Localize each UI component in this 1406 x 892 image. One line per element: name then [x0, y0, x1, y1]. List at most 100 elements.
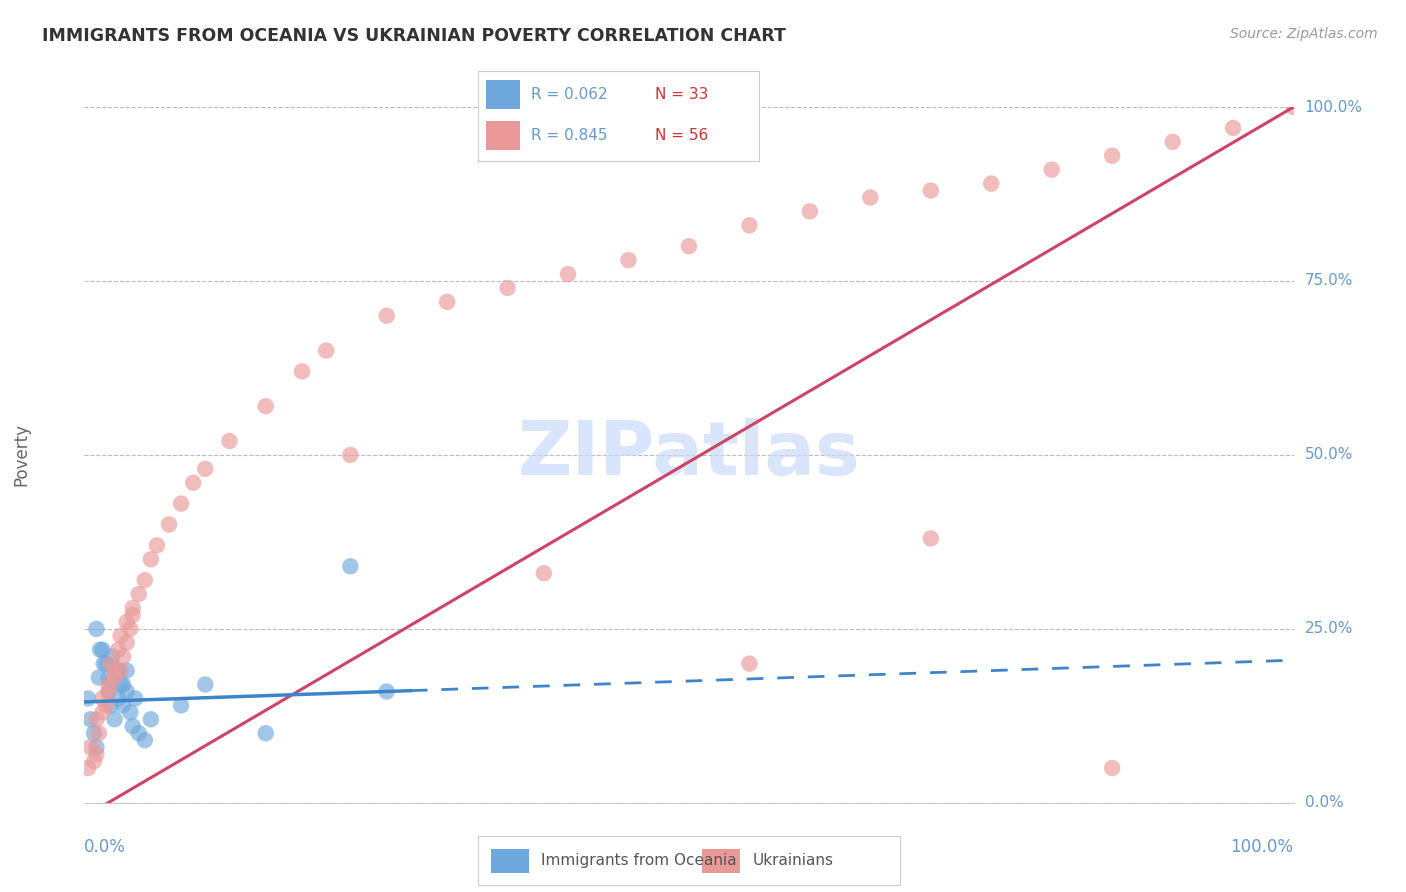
Text: 50.0%: 50.0%	[1305, 448, 1353, 462]
Point	[557, 267, 579, 281]
Point	[339, 559, 361, 574]
Text: N = 33: N = 33	[655, 87, 709, 102]
Text: R = 0.845: R = 0.845	[531, 128, 607, 143]
Text: 100.0%: 100.0%	[1230, 838, 1294, 855]
Point	[93, 657, 115, 671]
Point	[124, 691, 146, 706]
Point	[120, 622, 142, 636]
Point	[194, 677, 217, 691]
Point	[920, 184, 942, 198]
Point	[87, 671, 110, 685]
Point	[115, 636, 138, 650]
Text: Source: ZipAtlas.com: Source: ZipAtlas.com	[1230, 27, 1378, 41]
Point	[87, 726, 110, 740]
Point	[110, 664, 132, 678]
Text: R = 0.062: R = 0.062	[531, 87, 607, 102]
Point	[1101, 761, 1123, 775]
Point	[104, 664, 127, 678]
Point	[254, 726, 277, 740]
Text: 25.0%: 25.0%	[1305, 622, 1353, 636]
Point	[128, 726, 150, 740]
Text: 75.0%: 75.0%	[1305, 274, 1353, 288]
Point	[121, 719, 143, 733]
Text: Poverty: Poverty	[11, 424, 30, 486]
Text: IMMIGRANTS FROM OCEANIA VS UKRAINIAN POVERTY CORRELATION CHART: IMMIGRANTS FROM OCEANIA VS UKRAINIAN POV…	[42, 27, 786, 45]
Point	[375, 684, 398, 698]
Text: N = 56: N = 56	[655, 128, 709, 143]
Point	[121, 601, 143, 615]
Point	[291, 364, 314, 378]
Point	[112, 677, 135, 691]
Point	[77, 761, 100, 775]
Point	[107, 642, 129, 657]
Point	[97, 684, 120, 698]
Point	[89, 642, 111, 657]
Point	[79, 740, 101, 755]
Bar	[702, 848, 740, 873]
Point	[146, 538, 169, 552]
Point	[100, 698, 122, 713]
Point	[110, 677, 132, 691]
Point	[1222, 120, 1244, 135]
Point	[859, 190, 882, 204]
Point	[97, 671, 120, 685]
Point	[980, 177, 1002, 191]
Point	[134, 733, 156, 747]
Point	[134, 573, 156, 587]
Point	[115, 664, 138, 678]
Point	[496, 281, 519, 295]
Point	[1161, 135, 1184, 149]
Point	[181, 475, 204, 490]
Point	[112, 649, 135, 664]
Point	[77, 691, 100, 706]
Point	[110, 629, 132, 643]
Text: ZIPatlas: ZIPatlas	[517, 418, 860, 491]
Point	[107, 664, 129, 678]
Point	[194, 462, 217, 476]
Text: 100.0%: 100.0%	[1305, 100, 1362, 114]
Point	[533, 566, 555, 581]
Point	[678, 239, 700, 253]
Point	[1101, 149, 1123, 163]
Point	[107, 691, 129, 706]
Point	[121, 607, 143, 622]
Point	[315, 343, 337, 358]
Point	[104, 712, 127, 726]
Text: 0.0%: 0.0%	[84, 838, 127, 855]
Bar	[486, 121, 520, 150]
Point	[91, 642, 114, 657]
Point	[115, 615, 138, 629]
Text: Immigrants from Oceania: Immigrants from Oceania	[541, 854, 737, 868]
Point	[218, 434, 240, 448]
Point	[120, 706, 142, 720]
Point	[738, 219, 761, 233]
Point	[94, 657, 117, 671]
Point	[157, 517, 180, 532]
Point	[104, 671, 127, 685]
Point	[100, 657, 122, 671]
Point	[97, 684, 120, 698]
Point	[79, 712, 101, 726]
Point	[86, 622, 108, 636]
Point	[91, 691, 114, 706]
Bar	[491, 848, 529, 873]
Point	[112, 698, 135, 713]
Point	[254, 399, 277, 413]
Point	[83, 754, 105, 768]
Point	[97, 677, 120, 691]
Point	[139, 712, 162, 726]
Point	[738, 657, 761, 671]
Point	[86, 747, 108, 761]
Point	[375, 309, 398, 323]
Point	[91, 706, 114, 720]
Point	[1282, 100, 1305, 114]
Bar	[486, 80, 520, 109]
Point	[617, 253, 640, 268]
Point	[115, 684, 138, 698]
Text: 0.0%: 0.0%	[1305, 796, 1343, 810]
Point	[339, 448, 361, 462]
Point	[86, 740, 108, 755]
Text: Ukrainians: Ukrainians	[752, 854, 834, 868]
Point	[139, 552, 162, 566]
Point	[170, 497, 193, 511]
